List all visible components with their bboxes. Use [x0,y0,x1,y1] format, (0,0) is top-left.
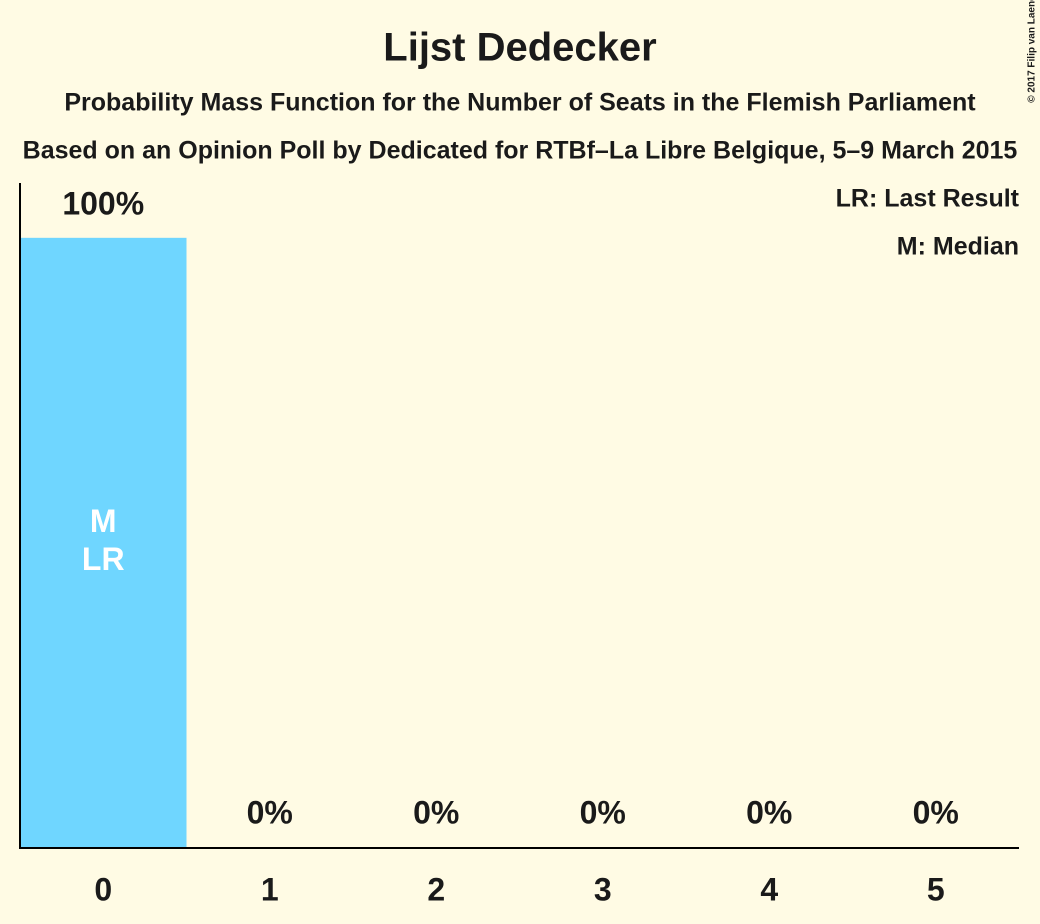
chart-subtitle: Based on an Opinion Poll by Dedicated fo… [23,137,1018,165]
chart-subtitle: Probability Mass Function for the Number… [64,89,976,117]
value-label: 0% [413,794,459,830]
chart-title: Lijst Dedecker [383,26,656,70]
x-tick-label: 2 [427,871,445,907]
value-label: 0% [580,794,626,830]
x-tick-label: 5 [927,871,945,907]
bar [21,237,187,847]
value-label: 100% [62,185,144,221]
x-tick-label: 4 [760,871,778,907]
x-tick-label: 1 [261,871,279,907]
credit: © 2017 Filip van Laenen [1027,0,1038,103]
value-label: 0% [913,794,959,830]
bar-annotation: LR [82,541,125,577]
value-label: 0% [247,794,293,830]
value-label: 0% [746,794,792,830]
x-tick-label: 3 [594,871,612,907]
legend-note: M: Median [897,233,1019,261]
legend-note: LR: Last Result [836,185,1020,213]
bar-annotation: M [90,503,117,539]
x-tick-label: 0 [94,871,112,907]
